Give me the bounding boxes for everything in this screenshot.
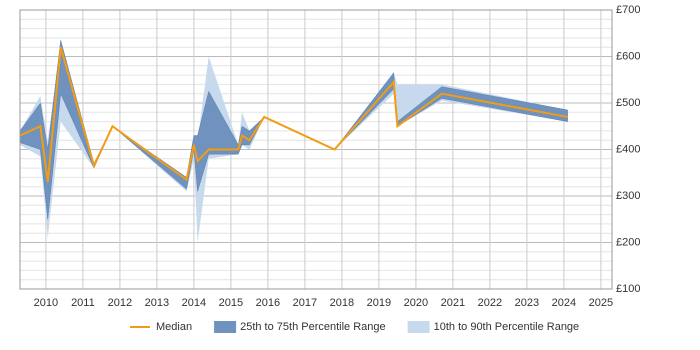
- y-tick-label: £200: [616, 236, 640, 248]
- x-tick-label: 2023: [515, 297, 539, 309]
- x-tick-label: 2025: [589, 297, 613, 309]
- x-tick-label: 2015: [219, 297, 243, 309]
- y-tick-label: £400: [616, 143, 640, 155]
- legend-swatch: [407, 321, 430, 333]
- x-tick-label: 2010: [34, 297, 58, 309]
- y-tick-label: £500: [616, 97, 640, 109]
- x-tick-label: 2016: [256, 297, 280, 309]
- x-tick-label: 2020: [404, 297, 428, 309]
- y-tick-label: £100: [616, 283, 640, 295]
- legend-label: 25th to 75th Percentile Range: [240, 321, 386, 333]
- x-tick-label: 2018: [330, 297, 354, 309]
- x-tick-label: 2011: [71, 297, 95, 309]
- median-line: [19, 46, 568, 183]
- y-tick-label: £600: [616, 50, 640, 62]
- plot-border: [19, 9, 613, 290]
- x-tick-label: 2021: [441, 297, 465, 309]
- x-tick-label: 2022: [478, 297, 502, 309]
- x-tick-label: 2024: [552, 297, 576, 309]
- x-tick-label: 2019: [367, 297, 391, 309]
- legend-swatch: [214, 321, 237, 333]
- x-tick-label: 2012: [108, 297, 132, 309]
- legend-label: Median: [156, 321, 192, 333]
- x-tick-label: 2017: [293, 297, 317, 309]
- legend-label: 10th to 90th Percentile Range: [434, 321, 580, 333]
- y-tick-label: £300: [616, 190, 640, 202]
- y-tick-label: £700: [616, 4, 640, 16]
- x-tick-label: 2013: [145, 297, 169, 309]
- x-tick-label: 2014: [182, 297, 206, 309]
